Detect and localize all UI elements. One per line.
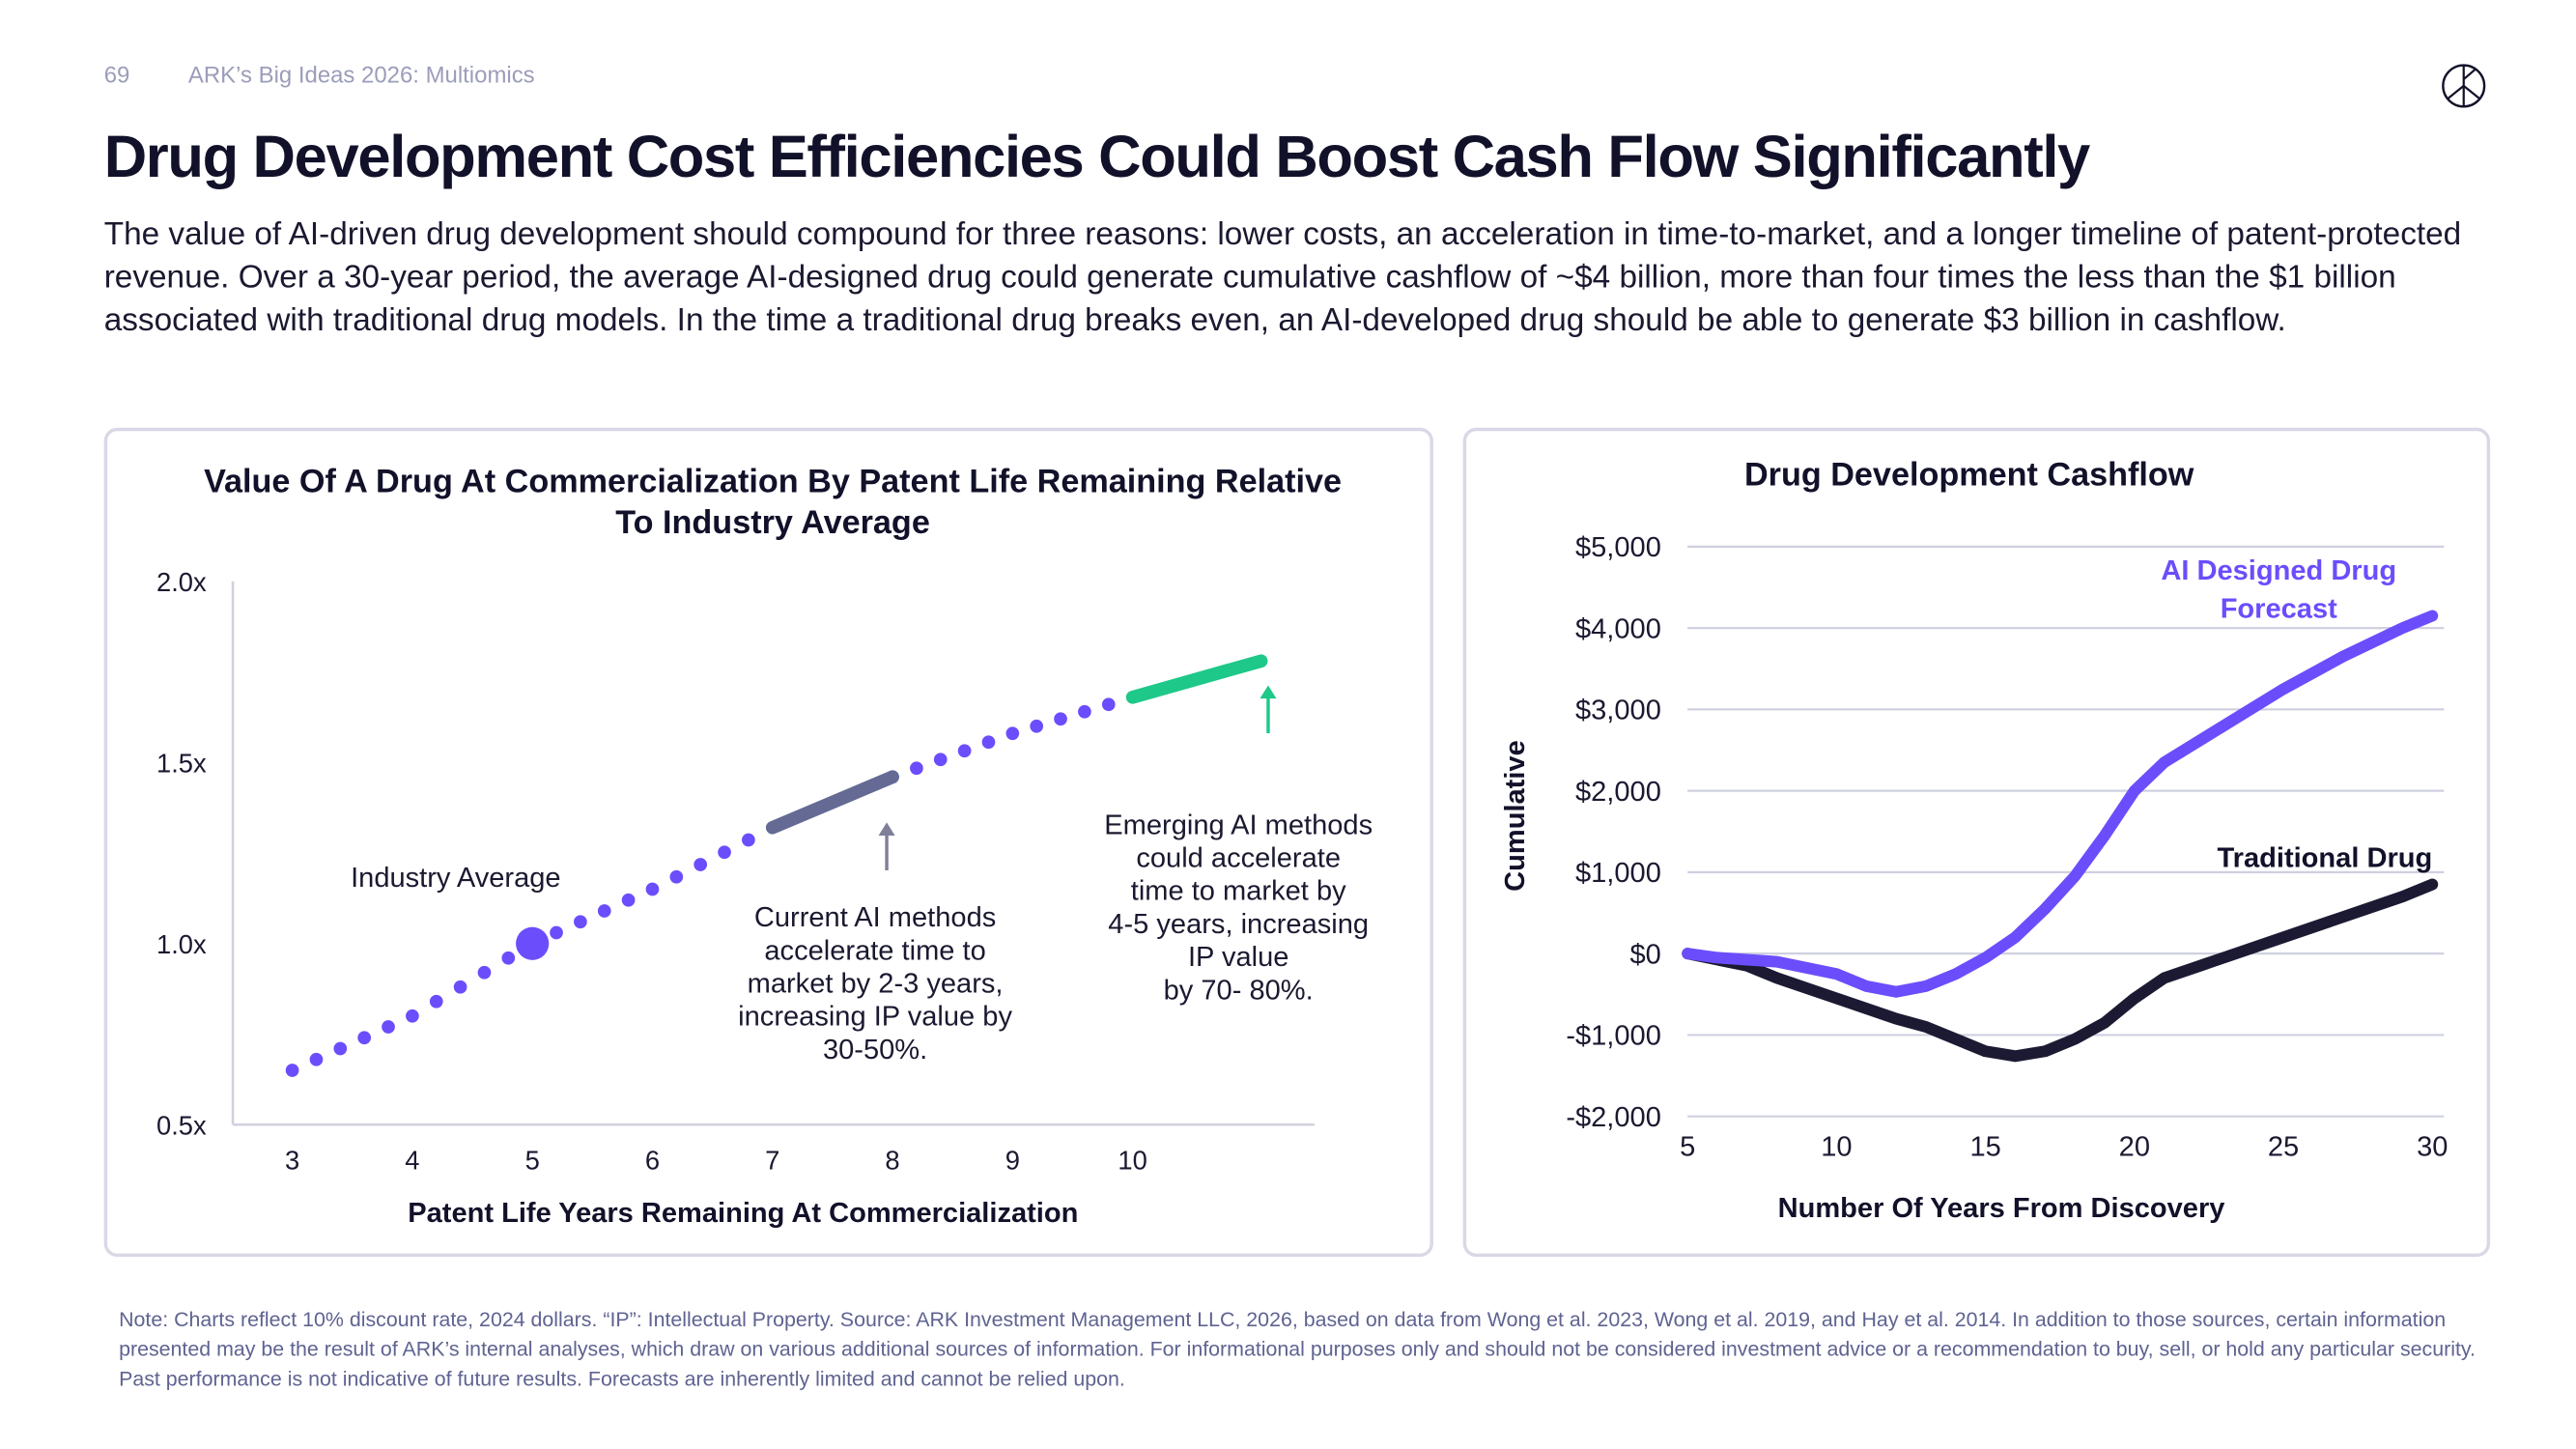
y-tick-label: $1,000 (1575, 858, 1661, 889)
x-axis-title: Patent Life Years Remaining At Commercia… (408, 1198, 1078, 1229)
data-point (910, 761, 923, 776)
patent-value-chart-card (103, 427, 1433, 1258)
data-point (742, 833, 755, 847)
series-label: Traditional Drug (2218, 843, 2433, 874)
industry-average-label: Industry Average (351, 863, 560, 894)
data-point (477, 965, 492, 980)
data-point (333, 1041, 348, 1056)
annotation-line: accelerate time to (764, 934, 986, 967)
series-line (1682, 878, 2439, 1063)
deck-title: ARK’s Big Ideas 2026: Multiomics (187, 61, 535, 88)
series-label: Forecast (2221, 593, 2337, 624)
data-point (1005, 726, 1020, 741)
x-tick-label: 7 (765, 1145, 779, 1175)
x-tick-label: 30 (2417, 1132, 2448, 1163)
footnote: Note: Charts reflect 10% discount rate, … (119, 1308, 2476, 1391)
current-ai-annotation: Current AI methods accelerate time to mark… (694, 901, 1057, 1066)
x-tick-label: 8 (885, 1145, 899, 1175)
annotation-line: Current AI methods (753, 901, 997, 933)
annotation-line: 4-5 years, increasing (1108, 908, 1370, 940)
emerging-ai-annotation: Emerging AI methods could accelerate time … (1065, 810, 1412, 1008)
y-tick-label: $4,000 (1575, 613, 1661, 644)
x-tick-label: 6 (645, 1145, 660, 1175)
data-point (718, 845, 731, 860)
x-tick-label: 15 (1969, 1132, 2000, 1163)
annotation-line: market by 2-3 years, (747, 967, 1004, 1000)
series-line (1682, 610, 2439, 998)
emerging-ai-arrow-head (1260, 685, 1277, 699)
data-point (645, 882, 660, 896)
annotation-line: IP value (1187, 941, 1289, 973)
data-point (574, 915, 587, 929)
y-tick-label: $3,000 (1575, 696, 1661, 726)
data-point (621, 893, 636, 907)
x-axis-title: Number Of Years From Discovery (1778, 1193, 2225, 1224)
y-tick-label: 1.0x (156, 929, 207, 959)
data-point (597, 904, 611, 918)
y-tick-label: 2.0x (156, 567, 207, 597)
data-point (1054, 712, 1067, 726)
y-tick-label: -$1,000 (1566, 1021, 1661, 1052)
y-tick-label: 1.5x (156, 749, 207, 779)
page-title: Drug Development Cost Efficiencies Could… (103, 122, 2091, 190)
y-tick-label: $0 (1630, 939, 1661, 970)
annotation-line: 30-50%. (822, 1034, 928, 1065)
data-point (406, 1009, 419, 1023)
series-label: AI Designed Drug (2161, 555, 2396, 586)
current-ai-arrow-head (878, 822, 895, 837)
annotation-line: by 70- 80%. (1163, 974, 1314, 1007)
data-point (550, 925, 563, 940)
y-axis-title: Cumulative (1500, 740, 1531, 892)
intro-paragraph: The value of AI-driven drug development … (103, 215, 2462, 339)
y-tick-label: $2,000 (1575, 777, 1661, 808)
data-point (1030, 719, 1044, 733)
x-tick-label: 25 (2268, 1132, 2299, 1163)
x-tick-label: 5 (525, 1145, 540, 1175)
data-point (933, 753, 948, 767)
page-number: 69 (103, 61, 130, 88)
x-tick-label: 5 (1680, 1132, 1695, 1163)
annotation-line: increasing IP value by (738, 1001, 1012, 1033)
ark-logo-icon (2442, 64, 2486, 108)
x-tick-label: 9 (1005, 1145, 1020, 1175)
annotation-line: could accelerate (1136, 841, 1342, 874)
chart-title: Drug Development Cashflow (1743, 457, 2194, 495)
emerging-ai-segment (1125, 654, 1268, 704)
data-point (357, 1031, 372, 1045)
x-tick-label: 10 (1118, 1145, 1146, 1175)
data-point (1078, 704, 1091, 719)
data-point (981, 735, 996, 750)
annotation-line: Emerging AI methods (1104, 809, 1373, 841)
data-point (1101, 697, 1116, 712)
x-tick-label: 10 (1821, 1132, 1852, 1163)
x-tick-label: 4 (405, 1145, 419, 1175)
data-point (453, 980, 467, 994)
cashflow-chart-card (1462, 427, 2491, 1258)
data-point (382, 1020, 395, 1034)
annotation-line: time to market by (1130, 875, 1346, 907)
data-point (429, 994, 443, 1009)
x-tick-label: 3 (285, 1145, 299, 1175)
data-point (957, 744, 972, 758)
x-tick-label: 20 (2119, 1132, 2150, 1163)
chart-title: Value Of A Drug At Commercialization By … (204, 464, 1343, 542)
industry-average-marker (516, 926, 550, 960)
y-tick-label: -$2,000 (1566, 1102, 1661, 1133)
data-point (309, 1052, 324, 1066)
data-point (694, 858, 708, 871)
y-tick-label: 0.5x (156, 1110, 207, 1140)
data-point (285, 1064, 299, 1077)
data-point (669, 869, 684, 884)
current-ai-segment (765, 770, 899, 835)
data-point (501, 951, 516, 965)
y-tick-label: $5,000 (1575, 532, 1661, 563)
